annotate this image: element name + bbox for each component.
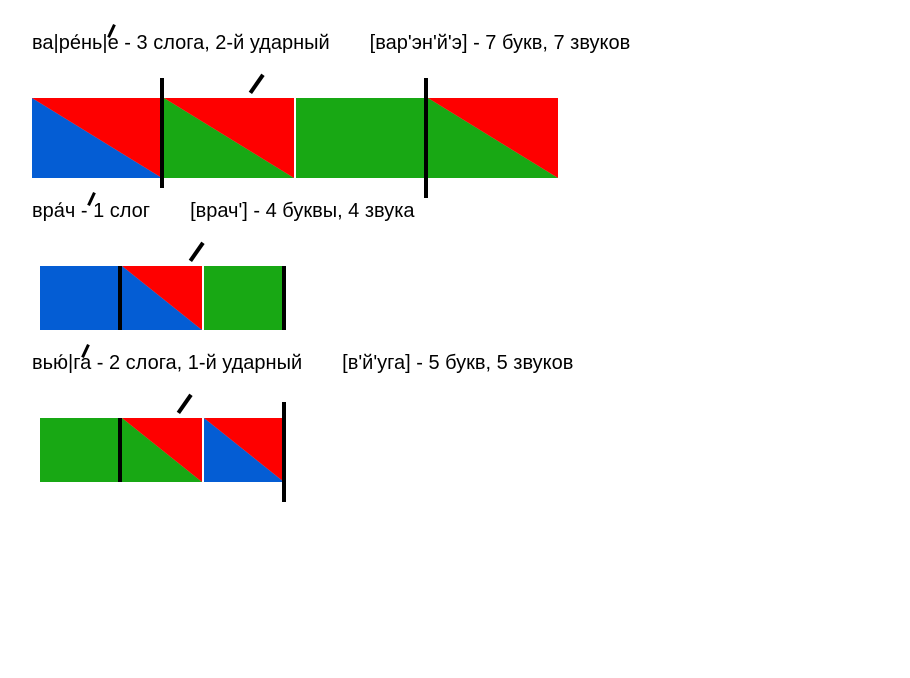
phonetic-entry: ва|ре́нь|е - 3 слога, 2-й ударный [вар'эн… xyxy=(32,28,878,178)
entry-text: вью́|га - 2 слога, 1-й ударный [в'й'уга] … xyxy=(32,348,878,378)
entry-text: вра́ч - 1 слог[врач'] - 4 буквы, 4 звука xyxy=(32,196,878,226)
sound-cell xyxy=(122,418,202,482)
sound-cell xyxy=(296,98,426,178)
syllable-analysis: ва|ре́нь|е - 3 слога, 2-й ударный xyxy=(32,28,330,58)
sound-cell xyxy=(40,418,120,482)
syllable-divider xyxy=(424,78,428,198)
sound-cell xyxy=(428,98,558,178)
stress-mark-scheme xyxy=(177,394,193,414)
stress-mark-scheme xyxy=(189,242,205,262)
accent-row xyxy=(32,62,878,98)
transcription: [врач'] - 4 буквы, 4 звука xyxy=(190,196,414,226)
stress-mark-scheme xyxy=(249,74,265,94)
transcription: [в'й'уга] - 5 букв, 5 звуков xyxy=(342,348,573,378)
sound-cell xyxy=(164,98,294,178)
syllable-analysis: вью́|га - 2 слога, 1-й ударный xyxy=(32,348,302,378)
syllable-divider xyxy=(118,266,122,330)
accent-row xyxy=(32,230,878,266)
sound-cell xyxy=(32,98,162,178)
transcription: [вар'эн'й'э] - 7 букв, 7 звуков xyxy=(370,28,631,58)
sound-scheme xyxy=(32,418,878,482)
accent-row xyxy=(32,382,878,418)
syllable-divider xyxy=(118,418,122,482)
sound-scheme xyxy=(32,266,878,330)
phonetic-entry: вью́|га - 2 слога, 1-й ударный [в'й'уга] … xyxy=(32,348,878,482)
phonetic-entry: вра́ч - 1 слог[врач'] - 4 буквы, 4 звука xyxy=(32,196,878,330)
sound-cell xyxy=(122,266,202,330)
syllable-divider xyxy=(282,266,286,330)
sound-cell xyxy=(40,266,120,330)
sound-cell xyxy=(204,266,284,330)
sound-scheme xyxy=(32,98,878,178)
syllable-divider xyxy=(160,78,164,188)
syllable-divider xyxy=(282,402,286,502)
sound-cell xyxy=(204,418,284,482)
entry-text: ва|ре́нь|е - 3 слога, 2-й ударный [вар'эн… xyxy=(32,28,878,58)
